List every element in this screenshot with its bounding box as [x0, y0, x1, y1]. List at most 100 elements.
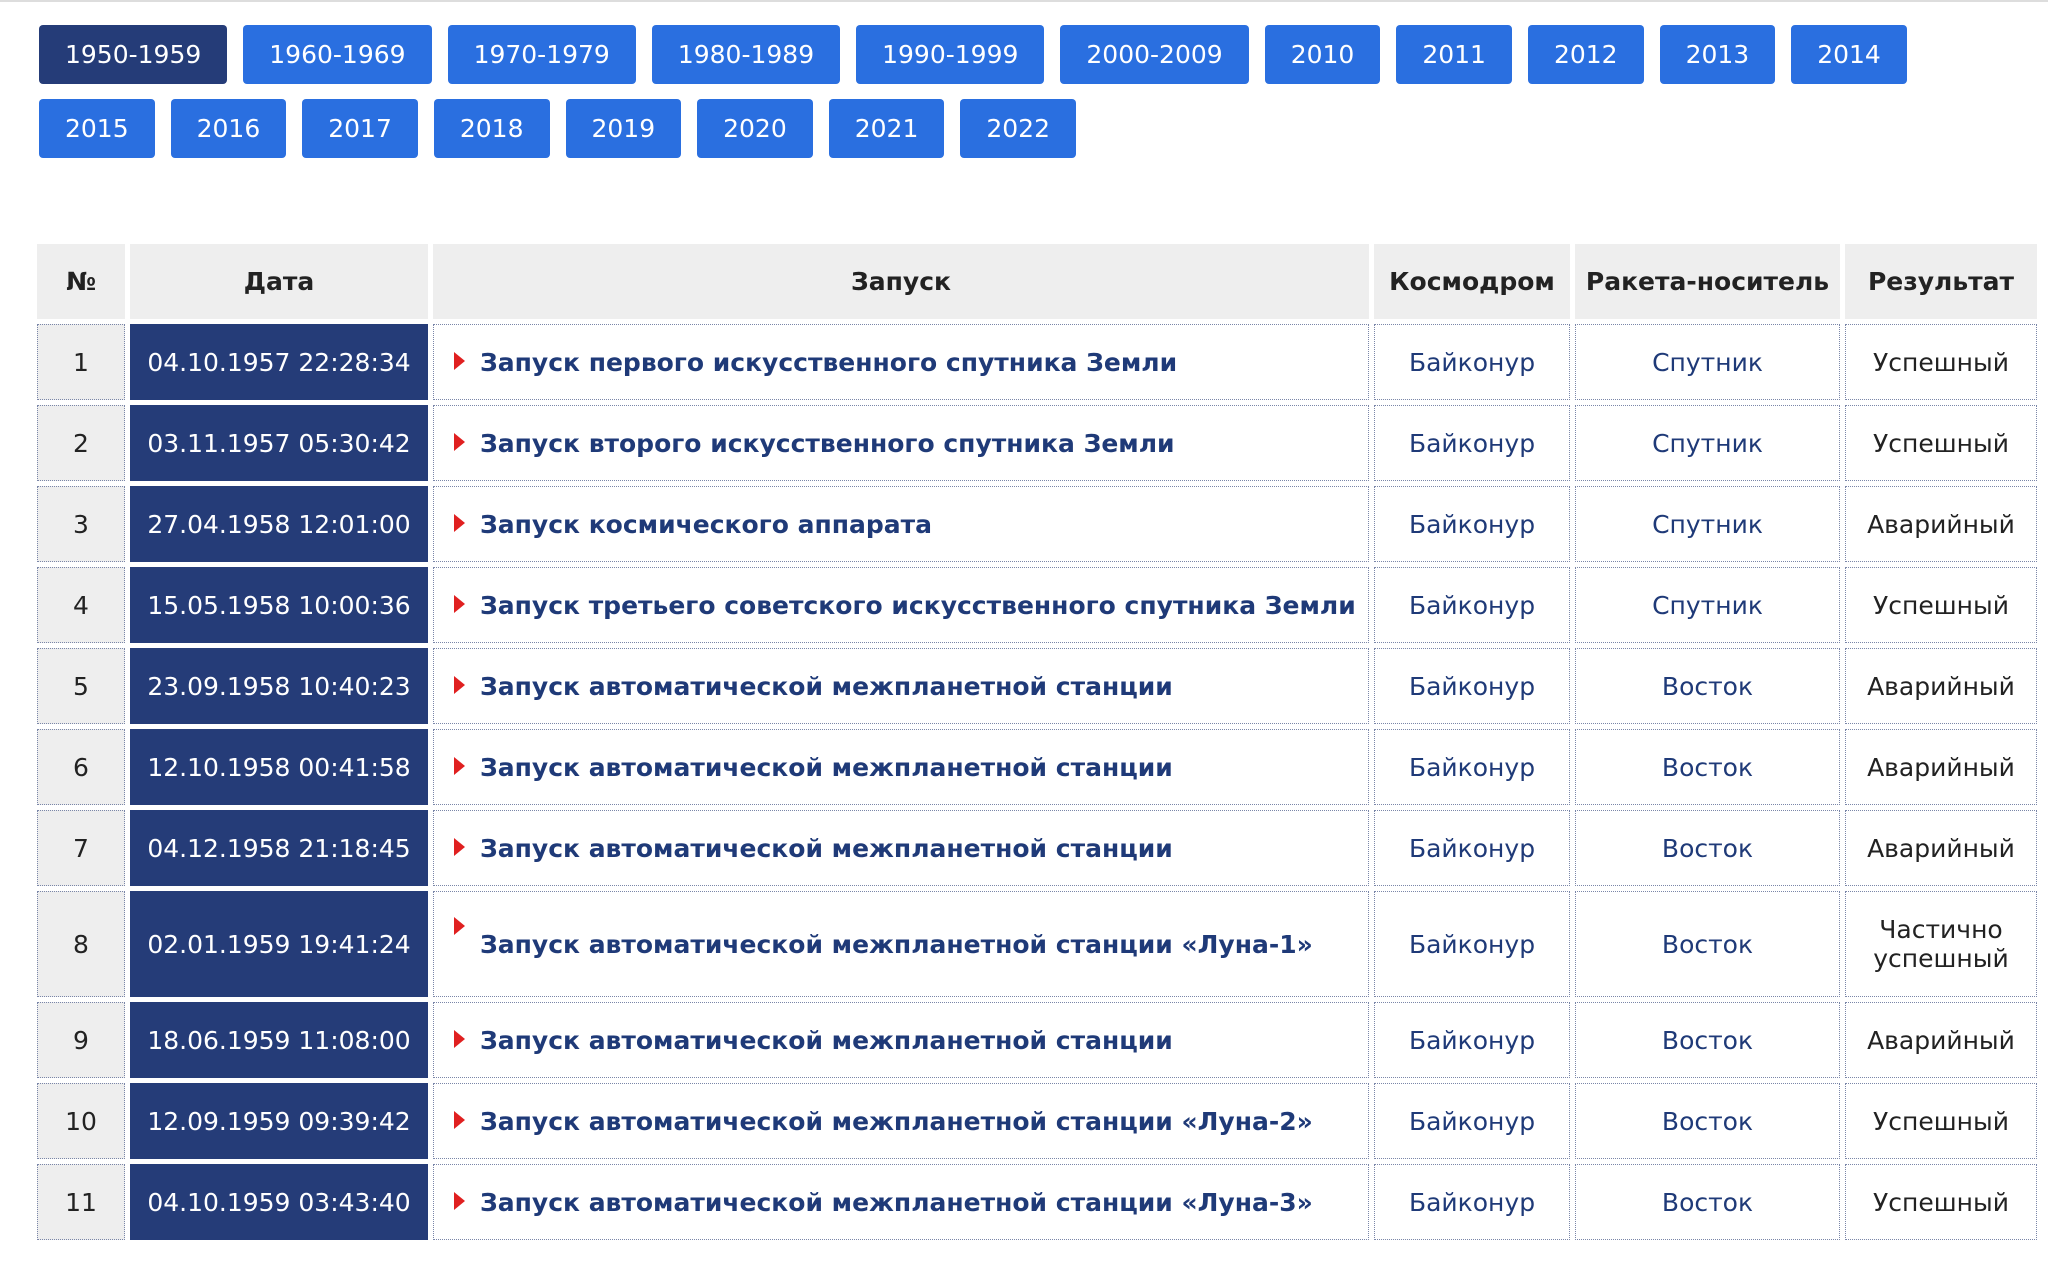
row-number: 11: [37, 1164, 125, 1240]
column-header: Ракета-носитель: [1575, 244, 1840, 319]
result: Аварийный: [1845, 1002, 2037, 1078]
decade-button[interactable]: 2020: [697, 99, 813, 158]
cosmodrome: Байконур: [1374, 567, 1570, 643]
row-number: 3: [37, 486, 125, 562]
decade-nav: 1950-1959 1960-1969 1970-1979 1980-1989 1990…: [39, 25, 2014, 158]
launch-date: 27.04.1958 12:01:00: [130, 486, 428, 562]
decade-button[interactable]: 2012: [1527, 25, 1644, 84]
decade-button[interactable]: 2013: [1659, 25, 1776, 84]
launch-date: 02.01.1959 19:41:24: [130, 891, 428, 997]
launch-link[interactable]: Запуск автоматической межпланетной станц…: [433, 648, 1369, 724]
result: Успешный: [1845, 1083, 2037, 1159]
launch-link[interactable]: Запуск автоматической межпланетной станц…: [433, 891, 1369, 997]
result: Успешный: [1845, 324, 2037, 400]
rocket: Спутник: [1575, 405, 1840, 481]
decade-button[interactable]: 2014: [1791, 25, 1907, 84]
cosmodrome: Байконур: [1374, 405, 1570, 481]
launch-date: 03.11.1957 05:30:42: [130, 405, 428, 481]
launch-date: 18.06.1959 11:08:00: [130, 1002, 428, 1078]
rocket: Восток: [1575, 1164, 1840, 1240]
result: Успешный: [1845, 567, 2037, 643]
decade-button[interactable]: 2022: [960, 99, 1076, 158]
cosmodrome: Байконур: [1374, 486, 1570, 562]
row-number: 4: [37, 567, 125, 643]
decade-button[interactable]: 1980-1989: [651, 25, 841, 84]
launch-link[interactable]: Запуск автоматической межпланетной станц…: [433, 1164, 1369, 1240]
launch-date: 04.12.1958 21:18:45: [130, 810, 428, 886]
row-number: 9: [37, 1002, 125, 1078]
rocket: Спутник: [1575, 324, 1840, 400]
decade-button[interactable]: 2016: [170, 99, 287, 158]
table-row: 9 18.06.1959 11:08:00 Запуск автоматическо…: [37, 1002, 2037, 1078]
row-number: 6: [37, 729, 125, 805]
row-number: 1: [37, 324, 125, 400]
rocket: Спутник: [1575, 486, 1840, 562]
table-row: 6 12.10.1958 00:41:58 Запуск автоматическо…: [37, 729, 2037, 805]
result: Частично успешный: [1845, 891, 2037, 997]
table-row: 4 15.05.1958 10:00:36 Запуск третьего сове…: [37, 567, 2037, 643]
launch-link[interactable]: Запуск автоматической межпланетной станц…: [433, 810, 1369, 886]
decade-button[interactable]: 1960-1969: [243, 25, 432, 84]
row-number: 5: [37, 648, 125, 724]
table-row: 7 04.12.1958 21:18:45 Запуск автоматическо…: [37, 810, 2037, 886]
cosmodrome: Байконур: [1374, 729, 1570, 805]
rocket: Восток: [1575, 1083, 1840, 1159]
decade-button[interactable]: 1990-1999: [856, 25, 1045, 84]
rocket: Восток: [1575, 891, 1840, 997]
launch-date: 12.10.1958 00:41:58: [130, 729, 428, 805]
column-header: Запуск: [433, 244, 1369, 319]
row-number: 2: [37, 405, 125, 481]
result: Аварийный: [1845, 486, 2037, 562]
decade-button[interactable]: 2015: [39, 99, 155, 158]
launch-date: 04.10.1959 03:43:40: [130, 1164, 428, 1240]
decade-button[interactable]: 2019: [565, 99, 682, 158]
column-header: №: [37, 244, 125, 319]
row-number: 8: [37, 891, 125, 997]
launch-date: 04.10.1957 22:28:34: [130, 324, 428, 400]
decade-button[interactable]: 2000-2009: [1060, 25, 1249, 84]
decade-button[interactable]: 1970-1979: [447, 25, 636, 84]
column-header: Результат: [1845, 244, 2037, 319]
result: Успешный: [1845, 1164, 2037, 1240]
decade-button[interactable]: 2017: [302, 99, 418, 158]
decade-button[interactable]: 1950-1959: [39, 25, 228, 84]
launch-date: 15.05.1958 10:00:36: [130, 567, 428, 643]
rocket: Восток: [1575, 729, 1840, 805]
launch-link[interactable]: Запуск автоматической межпланетной станц…: [433, 1002, 1369, 1078]
table-row: 8 02.01.1959 19:41:24 Запуск автоматическо…: [37, 891, 2037, 997]
cosmodrome: Байконур: [1374, 1164, 1570, 1240]
launch-date: 12.09.1959 09:39:42: [130, 1083, 428, 1159]
cosmodrome: Байконур: [1374, 1083, 1570, 1159]
decade-button[interactable]: 2018: [433, 99, 550, 158]
launch-link[interactable]: Запуск первого искусственного спутника З…: [433, 324, 1369, 400]
launch-date: 23.09.1958 10:40:23: [130, 648, 428, 724]
result: Аварийный: [1845, 648, 2037, 724]
row-number: 10: [37, 1083, 125, 1159]
cosmodrome: Байконур: [1374, 1002, 1570, 1078]
row-number: 7: [37, 810, 125, 886]
rocket: Спутник: [1575, 567, 1840, 643]
decade-button[interactable]: 2021: [828, 99, 945, 158]
column-header: Дата: [130, 244, 428, 319]
table-row: 2 03.11.1957 05:30:42 Запуск второго искус…: [37, 405, 2037, 481]
launch-link[interactable]: Запуск космического аппарата: [433, 486, 1369, 562]
table-row: 5 23.09.1958 10:40:23 Запуск автоматическо…: [37, 648, 2037, 724]
launch-link[interactable]: Запуск третьего советского искусственног…: [433, 567, 1369, 643]
decade-button[interactable]: 2011: [1396, 25, 1512, 84]
column-header: Космодром: [1374, 244, 1570, 319]
decade-button[interactable]: 2010: [1264, 25, 1381, 84]
launch-link[interactable]: Запуск автоматической межпланетной станц…: [433, 729, 1369, 805]
rocket: Восток: [1575, 648, 1840, 724]
launch-link[interactable]: Запуск второго искусственного спутника З…: [433, 405, 1369, 481]
table-row: 10 12.09.1959 09:39:42 Запуск автоматическ…: [37, 1083, 2037, 1159]
rocket: Восток: [1575, 810, 1840, 886]
cosmodrome: Байконур: [1374, 891, 1570, 997]
table-row: 11 04.10.1959 03:43:40 Запуск автоматическ…: [37, 1164, 2037, 1240]
result: Успешный: [1845, 405, 2037, 481]
launch-link[interactable]: Запуск автоматической межпланетной станц…: [433, 1083, 1369, 1159]
result: Аварийный: [1845, 729, 2037, 805]
result: Аварийный: [1845, 810, 2037, 886]
launch-table: № Дата Запуск Космодром Ракета-носитель Резул…: [32, 239, 2042, 1245]
table-row: 1 04.10.1957 22:28:34 Запуск первого искус…: [37, 324, 2037, 400]
